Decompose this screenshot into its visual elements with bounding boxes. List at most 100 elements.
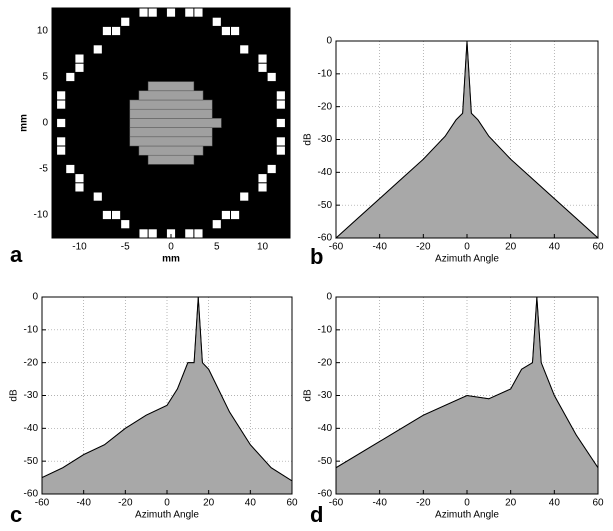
x-tick-label: 5 [214, 242, 220, 253]
ring-element [57, 100, 66, 109]
x-tick-label: 40 [549, 498, 561, 509]
ring-element [112, 210, 121, 220]
x-tick-label: 20 [505, 498, 517, 509]
y-tick-label: -40 [318, 423, 333, 434]
ring-element [166, 229, 176, 238]
y-tick-label: -30 [24, 390, 39, 401]
y-tick-label: -10 [318, 68, 333, 79]
y-tick-label: -60 [24, 489, 39, 500]
ring-element [240, 192, 249, 201]
ring-element [221, 210, 230, 220]
element-row [129, 127, 213, 138]
ring-element [75, 54, 84, 63]
ring-element [75, 183, 84, 192]
element-row [147, 81, 195, 92]
x-tick-label: -20 [416, 498, 431, 509]
ring-element [258, 174, 267, 183]
x-tick-label: -10 [72, 242, 87, 253]
ring-element [276, 137, 285, 146]
y-tick-label: -40 [318, 167, 333, 178]
element-row [129, 136, 213, 147]
element-row [129, 108, 213, 119]
y-tick-label: -10 [34, 210, 49, 221]
ring-element [93, 192, 102, 201]
x-tick-label: 10 [257, 242, 269, 253]
ring-element [57, 146, 66, 155]
ring-element [212, 17, 221, 26]
ring-element [221, 26, 230, 36]
y-tick-label: -5 [39, 164, 48, 175]
y-tick-label: -50 [24, 456, 39, 467]
x-tick-label: -40 [372, 498, 387, 509]
y-axis-label: mm [19, 114, 30, 132]
ring-element [148, 229, 157, 238]
ring-element [194, 229, 203, 238]
y-axis-label: dB [9, 389, 20, 402]
element-row [129, 99, 213, 110]
ring-element [267, 164, 276, 174]
ring-element [276, 146, 285, 155]
x-tick-label: 40 [549, 242, 561, 253]
x-tick-label: 20 [203, 498, 215, 509]
y-axis-label: dB [303, 133, 314, 146]
y-axis-label: dB [303, 389, 314, 402]
x-tick-label: 20 [505, 242, 517, 253]
ring-element [267, 72, 276, 82]
ring-element [139, 229, 148, 238]
x-axis-label: Azimuth Angle [135, 510, 199, 521]
ring-element [185, 229, 194, 238]
x-tick-label: -60 [35, 498, 50, 509]
y-tick-label: -10 [24, 324, 39, 335]
y-tick-label: 10 [37, 26, 49, 37]
ring-element [276, 118, 285, 128]
y-tick-label: 0 [326, 36, 332, 47]
ring-element [258, 183, 267, 192]
ring-element [121, 220, 130, 229]
x-tick-label: -60 [329, 498, 344, 509]
y-tick-label: -20 [24, 357, 39, 368]
ring-element [139, 8, 148, 17]
ring-element [57, 91, 66, 100]
y-tick-label: -60 [318, 233, 333, 244]
x-tick-label: 60 [286, 498, 298, 509]
ring-element [102, 26, 111, 36]
ring-element [276, 100, 285, 109]
ring-element [75, 63, 84, 72]
panel-label: c [10, 502, 22, 527]
x-tick-label: -20 [118, 498, 133, 509]
ring-element [212, 220, 221, 229]
x-tick-label: 0 [464, 242, 470, 253]
panel-label: d [310, 502, 323, 527]
pattern-outline [335, 296, 599, 469]
y-tick-label: 0 [42, 118, 48, 129]
pattern-outline [41, 296, 293, 482]
ring-element [258, 54, 267, 63]
ring-element [194, 8, 203, 17]
ring-element [102, 210, 111, 220]
y-tick-label: -30 [318, 134, 333, 145]
ring-element [66, 72, 75, 82]
ring-element [57, 118, 66, 128]
element-row [138, 90, 204, 101]
y-tick-label: -20 [318, 101, 333, 112]
ring-element [240, 45, 249, 54]
y-tick-label: -30 [318, 390, 333, 401]
x-axis-label: Azimuth Angle [435, 510, 499, 521]
y-tick-label: 5 [42, 72, 48, 83]
ring-element [258, 63, 267, 72]
x-tick-label: -20 [416, 242, 431, 253]
pattern-surface [41, 296, 293, 495]
x-tick-label: 0 [168, 242, 174, 253]
panel-label: b [310, 244, 323, 269]
panel-label: a [10, 242, 23, 267]
ring-element [148, 8, 157, 17]
ring-element [166, 8, 176, 17]
x-axis-label: Azimuth Angle [435, 254, 499, 265]
element-row [147, 154, 195, 165]
x-tick-label: -40 [76, 498, 91, 509]
y-tick-label: 0 [326, 292, 332, 303]
ring-element [93, 45, 102, 54]
element-row [129, 118, 222, 128]
ring-element [276, 91, 285, 100]
x-axis-label: mm [162, 254, 180, 265]
